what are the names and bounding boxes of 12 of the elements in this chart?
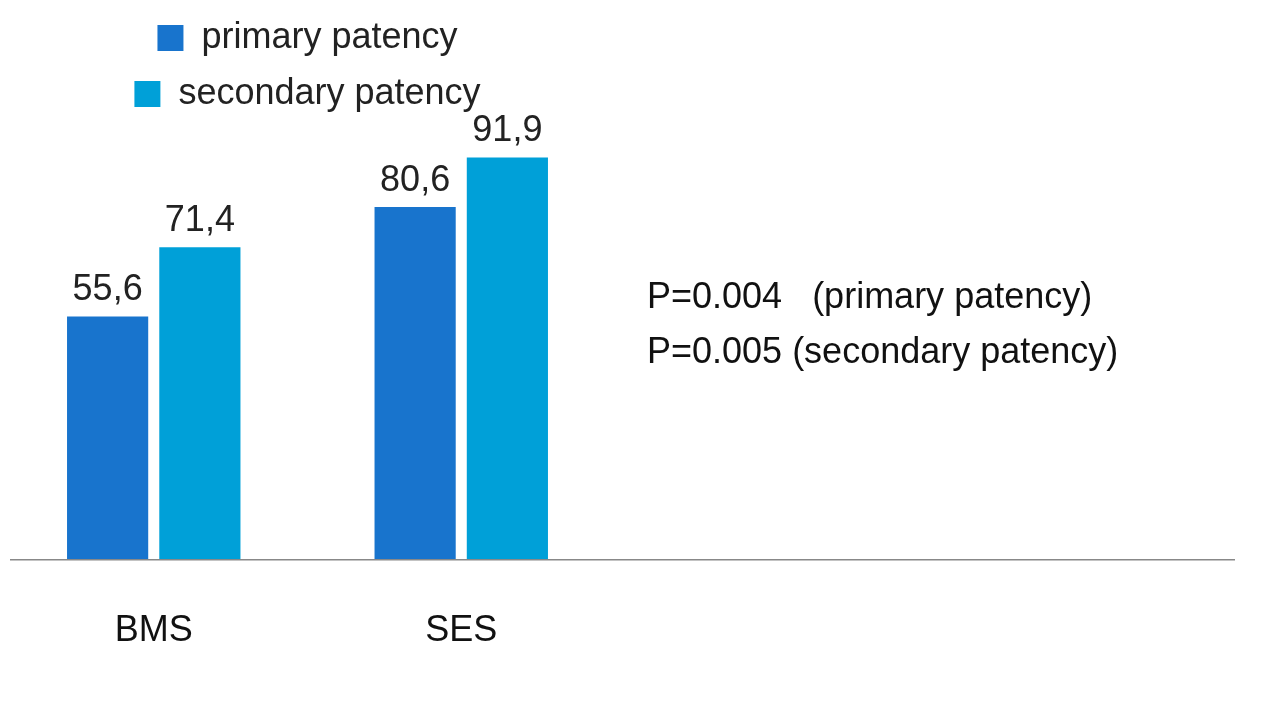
- text: P=0.005 (secondary patency): [647, 329, 1119, 371]
- legend-label: primary patency: [201, 14, 458, 56]
- x-tick-label: SES: [425, 608, 498, 650]
- x-tick-label: BMS: [114, 608, 193, 650]
- bar: [159, 247, 241, 560]
- bar: [374, 206, 456, 560]
- data-label: 55,6: [72, 267, 143, 309]
- bar: [67, 316, 149, 560]
- text: P=0.004 (primary patency): [647, 274, 1093, 316]
- data-label: 71,4: [164, 198, 235, 240]
- data-label: 80,6: [380, 157, 451, 199]
- bar: [466, 157, 548, 560]
